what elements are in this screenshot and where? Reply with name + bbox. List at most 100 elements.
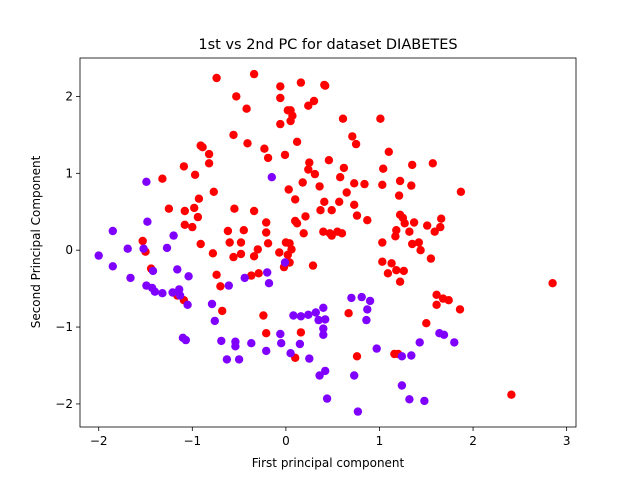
point-class_a-27 — [204, 149, 214, 159]
point-class_b-2 — [108, 226, 118, 236]
point-class_a-137 — [296, 328, 306, 337]
point-class_a-30 — [305, 158, 314, 167]
point-class_a-120 — [383, 269, 393, 278]
point-class_b-4 — [169, 231, 178, 240]
point-class_a-17 — [276, 119, 285, 129]
point-class_b-35 — [276, 329, 285, 339]
chart-title: 1st vs 2nd PC for dataset DIABETES — [198, 37, 457, 53]
plot-frame — [79, 57, 577, 428]
point-class_b-45 — [347, 293, 356, 303]
point-class_a-93 — [239, 226, 248, 235]
y-axis-label: Second Principal Component — [29, 155, 43, 328]
point-class_b-56 — [222, 355, 232, 364]
point-class_a-86 — [391, 232, 400, 241]
point-class_b-31 — [217, 336, 226, 346]
point-class_a-64 — [316, 206, 325, 215]
point-class_b-55 — [450, 338, 459, 347]
point-class_a-12 — [242, 104, 251, 113]
point-class_a-51 — [378, 180, 387, 189]
point-class_a-58 — [164, 204, 174, 213]
point-class_a-80 — [292, 219, 302, 228]
point-class_a-110 — [208, 249, 218, 258]
point-class_b-5 — [123, 244, 132, 253]
point-class_a-53 — [456, 187, 466, 196]
point-class_a-87 — [408, 239, 417, 249]
point-class_a-130 — [395, 277, 405, 286]
point-class_b-14 — [240, 273, 249, 283]
point-class_b-68 — [397, 381, 407, 390]
point-class_a-128 — [254, 269, 263, 278]
y-tick-label: −1 — [55, 320, 73, 334]
point-class_b-47 — [365, 296, 375, 306]
point-class_a-96 — [333, 227, 342, 236]
point-class_b-21 — [158, 289, 167, 298]
point-class_b-39 — [311, 308, 320, 317]
point-class_a-125 — [212, 270, 221, 279]
point-class_a-98 — [225, 238, 234, 247]
point-class_a-5 — [276, 82, 285, 91]
point-class_a-105 — [299, 229, 308, 238]
point-class_b-10 — [126, 273, 135, 283]
point-class_b-57 — [234, 355, 244, 364]
point-class_a-94 — [223, 226, 233, 236]
point-class_a-68 — [352, 211, 362, 220]
point-class_a-4 — [296, 78, 306, 87]
point-class_a-7 — [276, 93, 285, 103]
y-tick-label: −2 — [55, 397, 73, 411]
point-class_a-112 — [236, 249, 246, 259]
point-class_a-75 — [180, 220, 189, 229]
point-class_a-97 — [196, 239, 205, 249]
point-class_a-89 — [400, 219, 409, 228]
point-class_b-46 — [357, 292, 366, 302]
points-layer — [94, 69, 557, 416]
point-class_a-40 — [304, 165, 313, 174]
point-class_b-17 — [280, 258, 290, 267]
point-class_a-47 — [350, 179, 359, 188]
point-class_b-43 — [319, 324, 328, 333]
point-class_b-8 — [94, 251, 103, 260]
point-class_b-42 — [321, 315, 330, 324]
point-class_a-34 — [408, 160, 417, 170]
x-axis: −2 −1 0 1 2 3 — [90, 427, 570, 448]
point-class_b-61 — [305, 354, 314, 363]
point-class_a-133 — [218, 306, 227, 316]
point-class_a-29 — [280, 150, 290, 160]
point-class_a-9 — [304, 101, 313, 110]
y-tick-label: 0 — [65, 243, 73, 257]
point-class_a-52 — [394, 191, 404, 200]
point-class_b-60 — [295, 339, 305, 349]
point-class_a-119 — [399, 266, 408, 276]
point-class_a-28 — [263, 153, 273, 163]
point-class_a-32 — [339, 163, 349, 173]
point-class_b-37 — [296, 312, 306, 321]
point-class_a-54 — [209, 187, 218, 196]
point-class_a-127 — [247, 271, 256, 280]
point-class_b-27 — [224, 281, 233, 290]
point-class_b-51 — [407, 351, 416, 360]
point-class_a-62 — [335, 197, 344, 206]
point-class_b-11 — [148, 266, 158, 276]
point-class_a-107 — [416, 246, 425, 255]
point-class_a-57 — [180, 206, 189, 216]
point-class_a-90 — [423, 221, 432, 230]
point-class_a-60 — [291, 195, 300, 204]
point-class_a-147 — [455, 305, 465, 314]
point-class_a-45 — [395, 176, 405, 186]
point-class_a-18 — [292, 137, 302, 146]
point-class_a-55 — [194, 194, 204, 203]
point-class_b-63 — [321, 366, 330, 376]
point-class_a-19 — [348, 132, 357, 141]
point-class_a-37 — [204, 159, 214, 168]
point-class_a-43 — [298, 178, 307, 187]
point-class_b-3 — [143, 217, 152, 226]
point-class_a-143 — [432, 290, 441, 299]
point-class_b-20 — [150, 287, 160, 296]
point-class_a-69 — [363, 216, 372, 225]
point-class_b-41 — [314, 315, 323, 325]
point-class_a-118 — [392, 266, 401, 275]
point-class_a-72 — [409, 218, 419, 227]
point-class_a-139 — [352, 352, 362, 361]
x-axis-label: First principal component — [252, 456, 405, 470]
point-class_a-88 — [414, 238, 423, 247]
